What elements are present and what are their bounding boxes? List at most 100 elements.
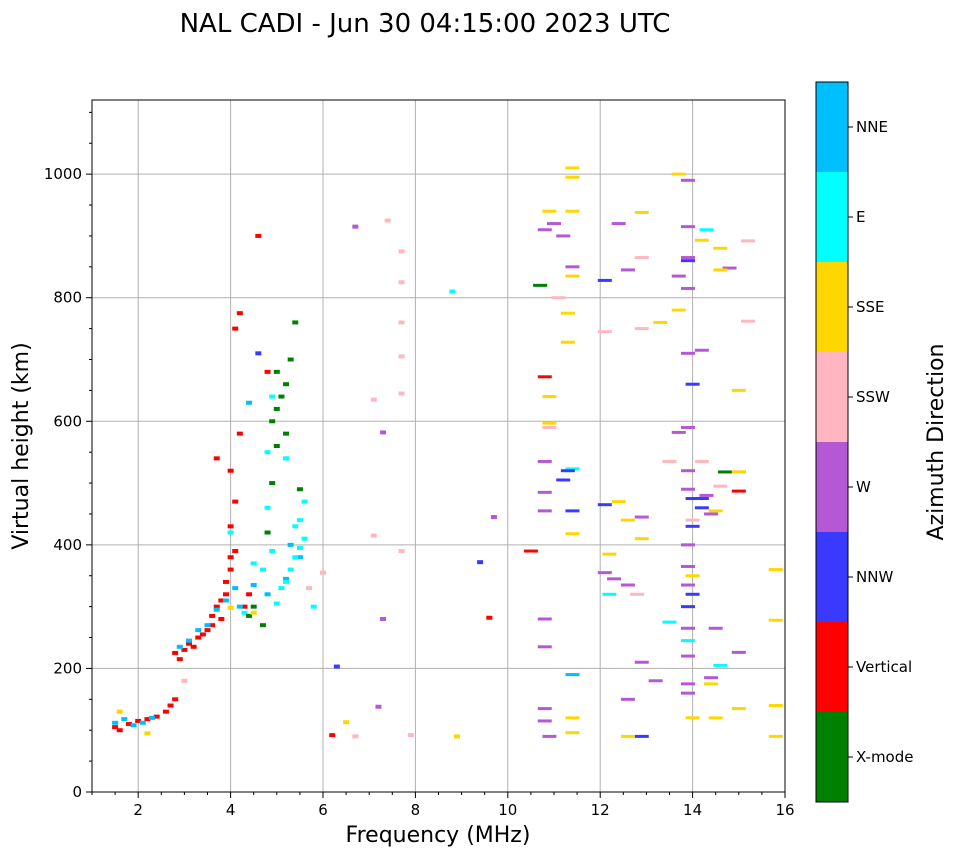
data-point xyxy=(222,579,229,584)
data-point xyxy=(731,489,746,493)
data-point xyxy=(722,266,737,270)
data-point xyxy=(213,607,220,612)
data-point xyxy=(181,647,188,652)
data-point xyxy=(232,499,239,504)
data-point xyxy=(407,733,414,738)
data-point xyxy=(685,716,700,720)
data-point xyxy=(398,549,405,554)
data-point xyxy=(713,663,728,667)
data-point xyxy=(523,549,538,553)
data-point xyxy=(565,274,580,278)
data-point xyxy=(232,586,239,591)
data-point xyxy=(565,509,580,513)
data-point xyxy=(542,421,557,425)
data-point xyxy=(287,542,294,547)
x-tick-label: 10 xyxy=(498,801,517,819)
data-point xyxy=(685,574,700,578)
colorbar-segment xyxy=(816,712,848,802)
data-point xyxy=(537,509,552,513)
data-point xyxy=(218,617,225,621)
data-point xyxy=(250,583,257,588)
data-point xyxy=(694,497,709,501)
x-tick-label: 8 xyxy=(411,801,421,819)
data-point xyxy=(283,431,290,436)
colorbar-label: X-mode xyxy=(856,748,913,766)
data-point xyxy=(398,249,405,254)
data-point xyxy=(680,469,695,473)
data-point xyxy=(611,500,626,504)
data-point xyxy=(227,468,234,473)
data-point xyxy=(671,172,686,176)
y-axis-label: Virtual height (km) xyxy=(9,342,34,549)
data-point xyxy=(259,567,266,572)
data-point xyxy=(768,734,783,738)
data-point xyxy=(329,733,336,738)
data-point xyxy=(671,274,686,278)
data-point xyxy=(560,340,575,344)
colorbar-label: NNE xyxy=(856,118,888,136)
data-point xyxy=(370,397,377,402)
data-point xyxy=(620,734,635,738)
y-tick-label: 200 xyxy=(53,659,82,677)
data-point xyxy=(181,678,188,683)
data-point xyxy=(195,628,202,633)
data-point xyxy=(708,716,723,720)
data-point xyxy=(384,218,391,223)
data-point xyxy=(680,543,695,547)
data-point xyxy=(398,354,405,359)
data-point xyxy=(227,524,234,529)
data-point xyxy=(620,518,635,522)
data-point xyxy=(741,319,756,323)
data-point xyxy=(269,549,276,554)
data-point xyxy=(565,175,580,179)
data-point xyxy=(685,524,700,528)
data-point xyxy=(680,425,695,429)
data-point xyxy=(176,657,183,662)
data-point xyxy=(236,604,243,609)
data-point xyxy=(125,722,132,727)
data-point xyxy=(186,641,193,646)
x-tick-label: 12 xyxy=(591,801,610,819)
colorbar-segment xyxy=(816,262,848,352)
colorbar-label: NNW xyxy=(856,568,893,586)
data-point xyxy=(116,709,123,714)
data-point xyxy=(565,716,580,720)
data-point xyxy=(292,524,299,529)
data-point xyxy=(680,691,695,695)
data-point xyxy=(264,369,271,374)
plot-frame xyxy=(91,99,786,793)
data-point xyxy=(204,623,211,628)
data-point xyxy=(227,530,234,535)
data-point xyxy=(352,224,359,229)
data-point xyxy=(222,592,229,597)
data-point xyxy=(565,209,580,213)
data-marks xyxy=(112,166,783,739)
data-point xyxy=(278,394,285,399)
data-point xyxy=(227,567,234,572)
data-point xyxy=(375,704,382,709)
data-point xyxy=(699,493,714,497)
data-point xyxy=(490,515,497,520)
data-point xyxy=(597,503,612,507)
data-point xyxy=(301,536,308,541)
data-point xyxy=(264,450,271,455)
colorbar-segment xyxy=(816,442,848,532)
data-point xyxy=(685,592,700,596)
grid-lines xyxy=(92,100,785,792)
data-point xyxy=(634,256,649,260)
data-point xyxy=(537,645,552,649)
data-point xyxy=(236,311,243,316)
data-point xyxy=(565,166,580,170)
data-point xyxy=(634,515,649,519)
data-point xyxy=(264,530,271,535)
data-point xyxy=(565,265,580,269)
colorbar-label: SSE xyxy=(856,298,885,316)
data-point xyxy=(112,725,119,730)
data-point xyxy=(167,703,174,708)
data-point xyxy=(246,613,253,618)
data-point xyxy=(213,456,220,461)
data-point xyxy=(597,571,612,575)
data-point xyxy=(116,728,123,733)
data-point xyxy=(287,567,294,572)
data-point xyxy=(537,375,552,379)
